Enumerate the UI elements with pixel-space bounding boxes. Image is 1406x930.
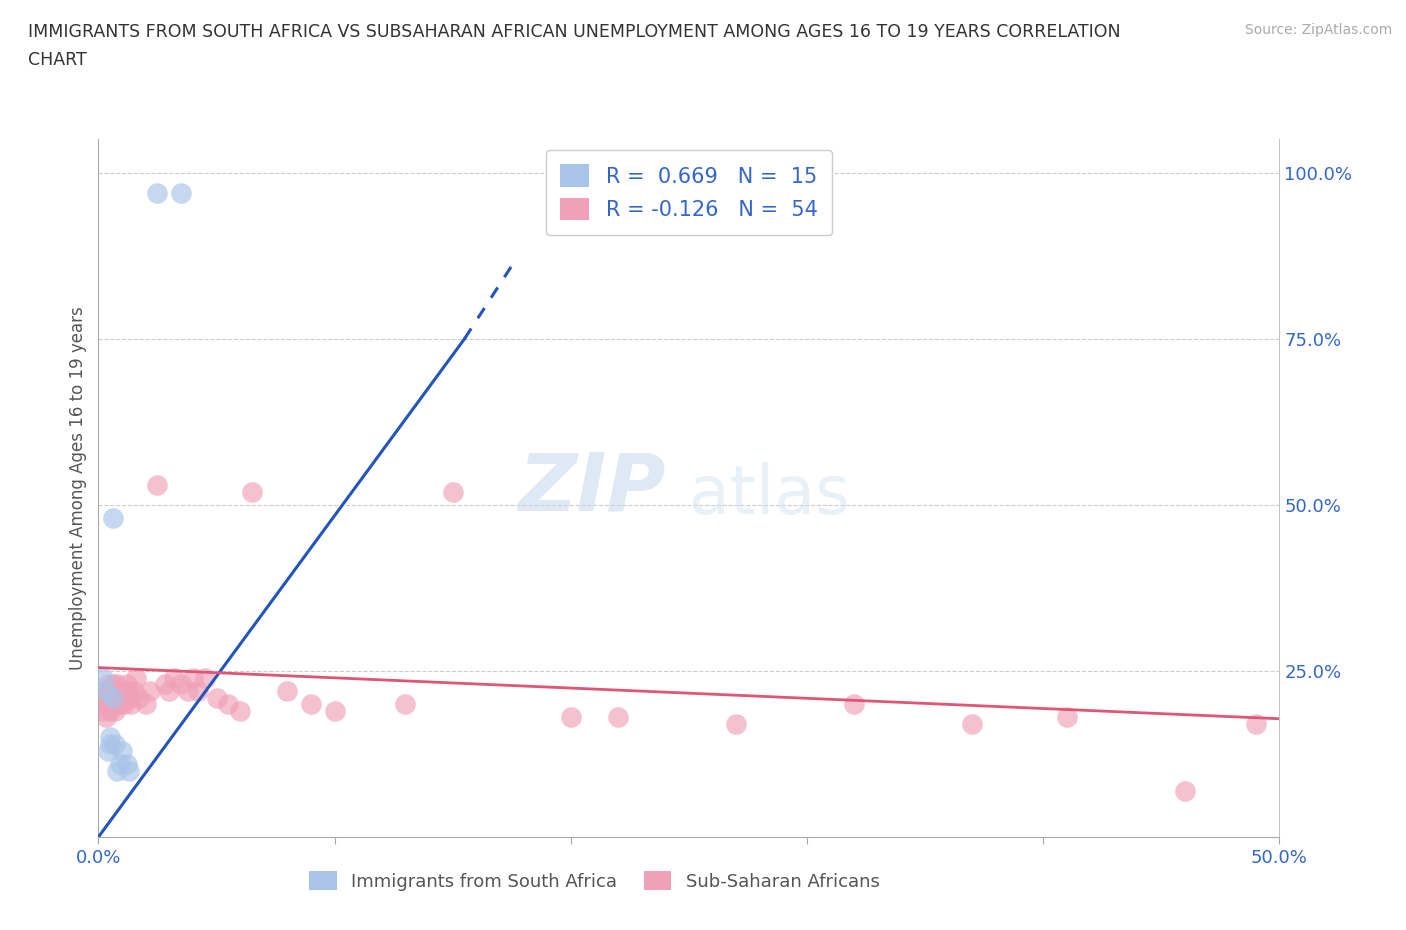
Point <box>229 703 252 718</box>
Point <box>112 697 135 711</box>
Point <box>725 717 748 732</box>
Point <box>118 764 141 778</box>
Point <box>170 677 193 692</box>
Point <box>121 697 143 711</box>
Point <box>560 710 582 724</box>
Point <box>105 677 128 692</box>
Point <box>105 764 128 778</box>
Point <box>607 710 630 724</box>
Point <box>91 703 114 718</box>
Point <box>157 684 180 698</box>
Point <box>118 684 141 698</box>
Point <box>94 690 117 705</box>
Point <box>139 684 162 698</box>
Point <box>97 743 120 758</box>
Point <box>394 697 416 711</box>
Point <box>97 697 120 711</box>
Point <box>104 697 127 711</box>
Point <box>128 690 150 705</box>
Text: ZIP: ZIP <box>517 449 665 527</box>
Point <box>98 684 121 698</box>
Point <box>104 703 127 718</box>
Point <box>91 684 114 698</box>
Point <box>962 717 984 732</box>
Point <box>844 697 866 711</box>
Point <box>441 485 464 499</box>
Point <box>217 697 239 711</box>
Point <box>98 730 121 745</box>
Point <box>108 756 131 771</box>
Text: Source: ZipAtlas.com: Source: ZipAtlas.com <box>1244 23 1392 37</box>
Point <box>118 690 141 705</box>
Point <box>205 690 228 705</box>
Point <box>94 684 117 698</box>
Text: atlas: atlas <box>689 462 849 528</box>
Point <box>90 697 112 711</box>
Point <box>194 671 217 685</box>
Point <box>98 703 121 718</box>
Legend: Immigrants from South Africa, Sub-Saharan Africans: Immigrants from South Africa, Sub-Sahara… <box>302 864 887 897</box>
Point <box>104 737 127 751</box>
Point <box>101 511 124 525</box>
Point <box>187 684 209 698</box>
Point <box>1056 710 1078 724</box>
Point <box>276 684 298 698</box>
Point <box>101 677 124 692</box>
Point <box>1244 717 1267 732</box>
Point <box>91 671 114 685</box>
Point <box>181 671 204 685</box>
Point <box>323 703 346 718</box>
Text: IMMIGRANTS FROM SOUTH AFRICA VS SUBSAHARAN AFRICAN UNEMPLOYMENT AMONG AGES 16 TO: IMMIGRANTS FROM SOUTH AFRICA VS SUBSAHAR… <box>28 23 1121 41</box>
Point <box>101 690 124 705</box>
Point <box>177 684 200 698</box>
Point <box>1174 783 1197 798</box>
Text: CHART: CHART <box>28 51 87 69</box>
Point <box>299 697 322 711</box>
Point <box>170 185 193 200</box>
Point <box>115 756 138 771</box>
Y-axis label: Unemployment Among Ages 16 to 19 years: Unemployment Among Ages 16 to 19 years <box>69 306 87 671</box>
Point <box>111 743 134 758</box>
Point <box>163 671 186 685</box>
Point <box>101 690 124 705</box>
Point <box>153 677 176 692</box>
Point <box>111 690 134 705</box>
Point <box>115 677 138 692</box>
Point <box>122 684 145 698</box>
Point <box>94 710 117 724</box>
Point <box>105 684 128 698</box>
Point <box>135 697 157 711</box>
Point <box>146 477 169 492</box>
Point <box>240 485 263 499</box>
Point <box>111 684 134 698</box>
Point <box>108 697 131 711</box>
Point <box>125 671 148 685</box>
Point <box>146 185 169 200</box>
Point <box>97 677 120 692</box>
Point <box>98 737 121 751</box>
